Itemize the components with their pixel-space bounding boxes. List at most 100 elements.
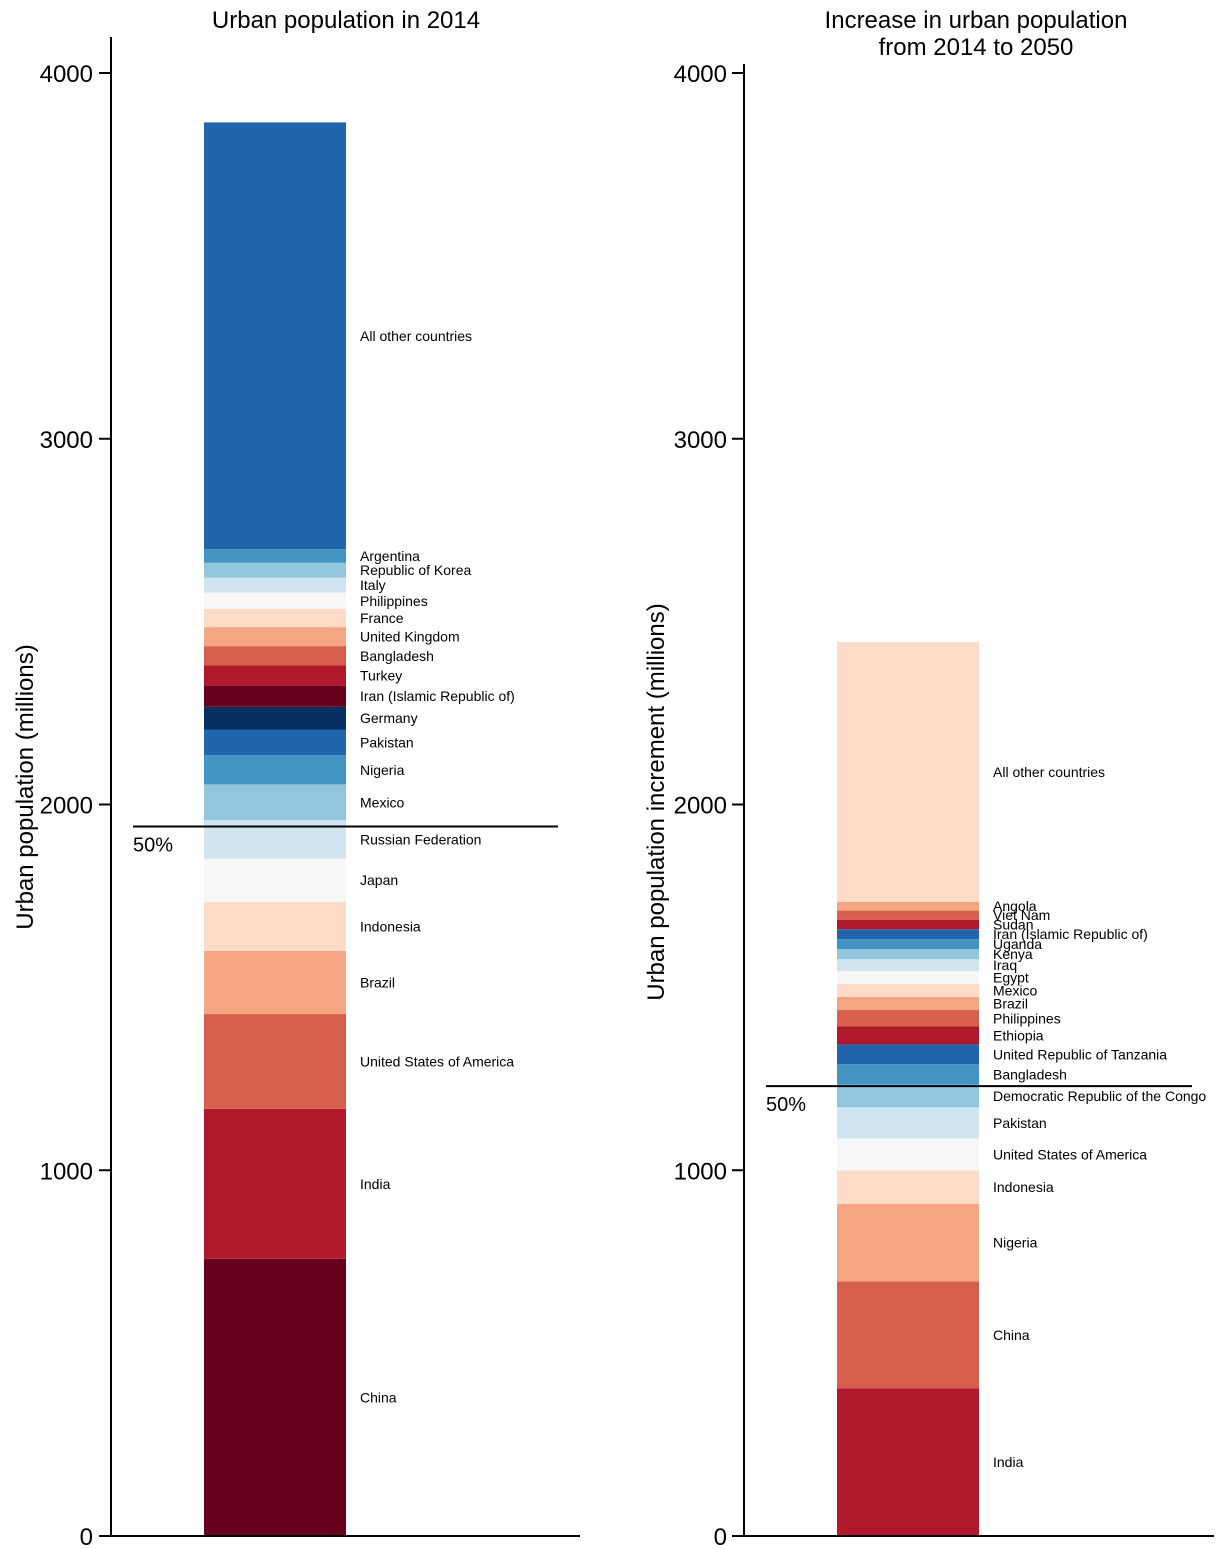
bar-segment xyxy=(204,549,346,563)
segment-label: India xyxy=(993,1454,1024,1470)
bar-segment xyxy=(204,646,346,666)
bar-segment xyxy=(837,970,979,984)
bar-segment xyxy=(837,642,979,902)
y-tick-label: 0 xyxy=(80,1524,93,1549)
segment-label: Indonesia xyxy=(360,918,421,934)
segment-label: Japan xyxy=(360,872,398,888)
y-tick-label: 2000 xyxy=(674,793,727,820)
bar-segment xyxy=(837,939,979,949)
bar-segment xyxy=(837,948,979,960)
segment-label: Ethiopia xyxy=(993,1027,1044,1043)
y-tick-label: 3000 xyxy=(674,427,727,454)
bar-segment xyxy=(204,122,346,550)
chart-panel-2014: Urban population in 2014 Urban population… xyxy=(12,7,580,1549)
bar-segment xyxy=(837,901,979,911)
segment-label: Bangladesh xyxy=(993,1066,1067,1082)
segment-label: China xyxy=(993,1327,1030,1343)
bar-segment xyxy=(837,1138,979,1171)
segment-label: Pakistan xyxy=(360,734,414,750)
bar-segment xyxy=(204,1014,346,1109)
bar-segment xyxy=(204,685,346,707)
bar-segment xyxy=(837,929,979,940)
segment-label: Indonesia xyxy=(993,1179,1054,1195)
segment-label: Argentina xyxy=(360,548,420,564)
segment-label: Iran (Islamic Republic of) xyxy=(993,926,1148,942)
half-threshold-label: 50% xyxy=(133,834,173,856)
chart-title: Increase in urban population xyxy=(825,7,1128,34)
bar-segment xyxy=(204,592,346,609)
bar-segment xyxy=(837,919,979,930)
chart-title: from 2014 to 2050 xyxy=(879,34,1074,61)
bar-segment xyxy=(204,901,346,951)
segment-label: United States of America xyxy=(993,1146,1147,1162)
bar-segment xyxy=(204,729,346,756)
bar-segment xyxy=(837,1084,979,1108)
segment-label: Philippines xyxy=(360,593,428,609)
segment-label: Angola xyxy=(993,898,1037,914)
segment-label: United Kingdom xyxy=(360,629,460,645)
bar-segment xyxy=(204,858,346,902)
bar-segment xyxy=(837,1281,979,1389)
y-tick-label: 4000 xyxy=(674,61,727,88)
segment-label: Germany xyxy=(360,710,418,726)
segment-label: United States of America xyxy=(360,1053,514,1069)
bar-segment xyxy=(204,665,346,686)
segment-label: Democratic Republic of the Congo xyxy=(993,1088,1206,1104)
segment-label: Mexico xyxy=(360,794,405,810)
segment-label: Brazil xyxy=(360,974,395,990)
segment-label: Russian Federation xyxy=(360,831,481,847)
segment-label: Uganda xyxy=(993,936,1042,952)
bar-segment xyxy=(837,1044,979,1065)
bar-segment xyxy=(204,562,346,578)
bar-segment xyxy=(837,1010,979,1027)
bar-segment xyxy=(837,910,979,920)
half-threshold-label: 50% xyxy=(766,1094,806,1116)
bar-segment xyxy=(204,608,346,628)
bar-segment xyxy=(837,1203,979,1282)
chart-title: Urban population in 2014 xyxy=(212,7,480,34)
segment-label: Kenya xyxy=(993,946,1033,962)
segment-label: United Republic of Tanzania xyxy=(993,1046,1167,1062)
bar-segment xyxy=(204,627,346,647)
y-tick-label: 2000 xyxy=(40,793,93,820)
segment-label: Republic of Korea xyxy=(360,562,472,578)
bar-segment xyxy=(204,1108,346,1259)
segment-label: Iran (Islamic Republic of) xyxy=(360,688,515,704)
segment-label: Pakistan xyxy=(993,1115,1047,1131)
segment-label: All other countries xyxy=(360,328,472,344)
segment-label: Viet Nam xyxy=(993,907,1050,923)
segment-label: Italy xyxy=(360,577,386,593)
bar-segment xyxy=(204,755,346,785)
y-axis-title: Urban population (millions) xyxy=(12,644,39,929)
segment-label: Nigeria xyxy=(360,762,405,778)
bar-segment xyxy=(837,1388,979,1536)
bar-segment xyxy=(837,1026,979,1045)
bar-segment xyxy=(837,1107,979,1139)
segment-label: Sudan xyxy=(993,916,1033,932)
y-tick-label: 3000 xyxy=(40,427,93,454)
segment-label: Philippines xyxy=(993,1010,1061,1026)
segment-label: Iraq xyxy=(993,957,1017,973)
segment-label: Nigeria xyxy=(993,1235,1038,1251)
segment-label: China xyxy=(360,1389,397,1405)
y-tick-label: 4000 xyxy=(40,61,93,88)
segment-label: Mexico xyxy=(993,982,1038,998)
bar-segment xyxy=(204,784,346,821)
y-tick-label: 1000 xyxy=(674,1158,727,1185)
bar-segment xyxy=(837,983,979,997)
y-tick-label: 1000 xyxy=(40,1158,93,1185)
bar-segment xyxy=(204,577,346,593)
bar-segment xyxy=(837,1064,979,1085)
bar-segment xyxy=(837,996,979,1011)
bar-segment xyxy=(204,950,346,1015)
segment-label: Bangladesh xyxy=(360,648,434,664)
bar-segment xyxy=(837,1170,979,1204)
segment-label: India xyxy=(360,1176,391,1192)
segment-label: Turkey xyxy=(360,668,402,684)
bar-segment xyxy=(204,706,346,730)
segment-label: Egypt xyxy=(993,969,1029,985)
y-tick-label: 0 xyxy=(714,1524,727,1549)
y-axis-title: Urban population increment (millions) xyxy=(643,603,670,1001)
